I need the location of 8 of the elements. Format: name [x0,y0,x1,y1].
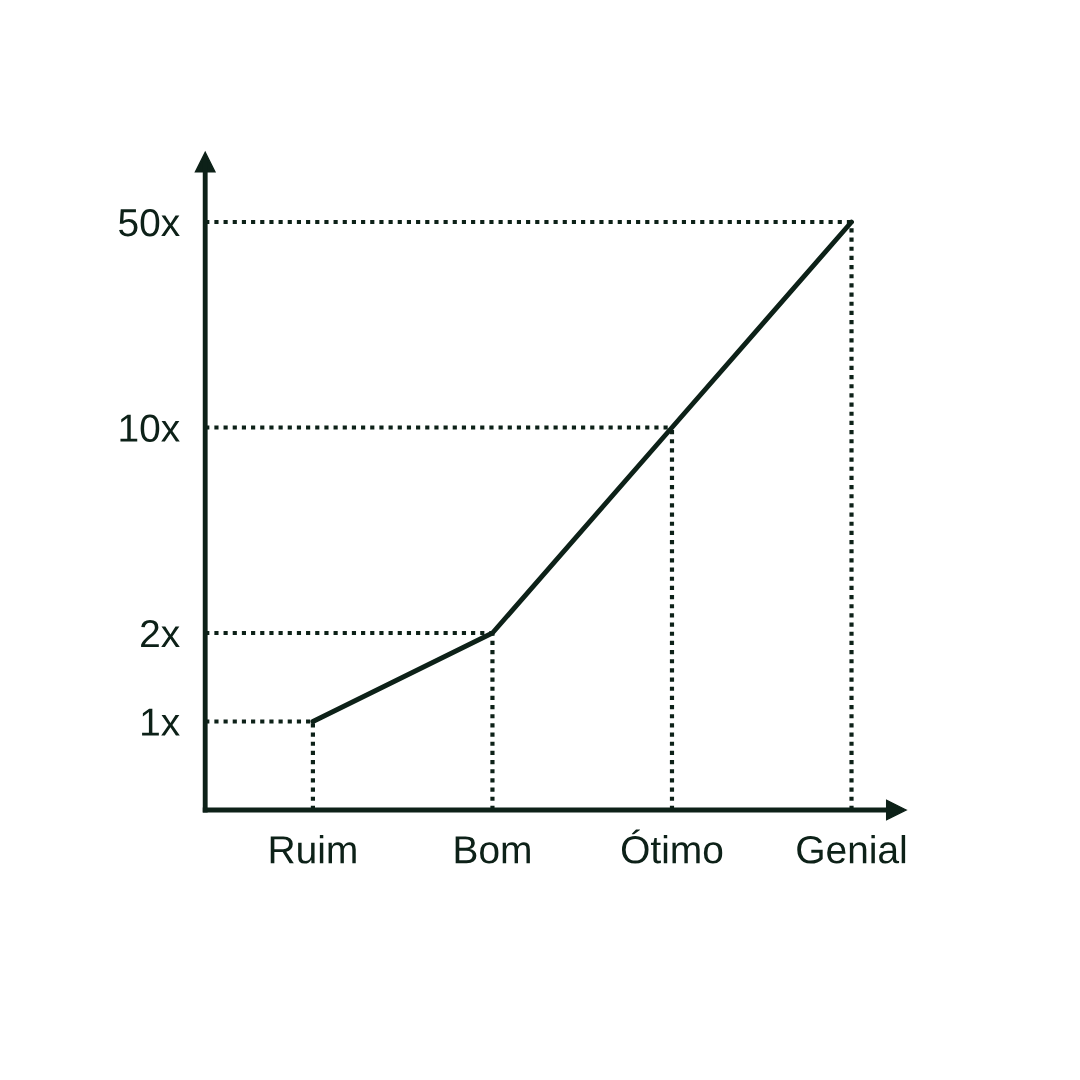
x-tick-label: Bom [455,836,530,864]
y-tick-label: 50x [119,208,180,237]
x-tick-label: Ótimo [621,829,723,864]
y-tick-label: 2x [141,619,180,648]
x-tick-label: Ruim [270,835,356,864]
x-tick-label: Genial [797,835,906,864]
y-tick-label: 1x [142,708,180,736]
y-tick-label: 10x [120,414,180,442]
